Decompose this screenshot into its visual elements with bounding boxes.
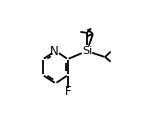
Text: F: F (64, 85, 71, 98)
Text: Si: Si (82, 46, 92, 56)
Text: N: N (50, 45, 59, 58)
